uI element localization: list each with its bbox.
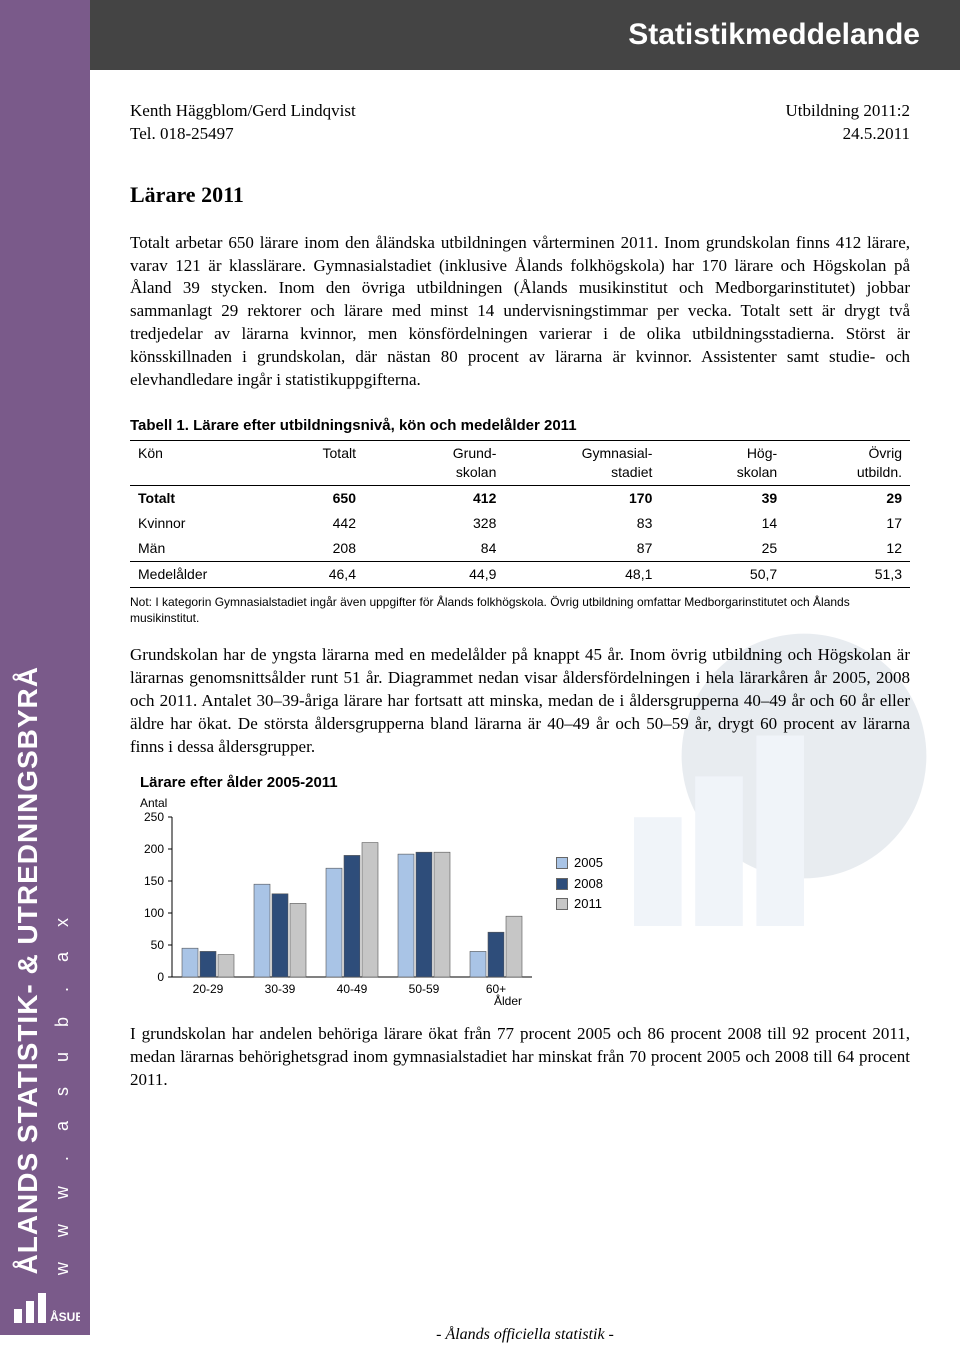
table-cell: Totalt: [130, 486, 255, 511]
chart-svg: 05010015020025020-2930-3940-4950-5960+Ål…: [130, 811, 538, 1007]
table-cell: 17: [785, 511, 910, 536]
table-cell: 170: [504, 486, 660, 511]
chart-ylabel: Antal: [140, 795, 910, 811]
meta-doc-id: Utbildning 2011:2: [785, 100, 910, 123]
table-cell: Män: [130, 536, 255, 561]
svg-text:150: 150: [144, 874, 164, 888]
svg-text:ÅSUB: ÅSUB: [50, 1309, 80, 1324]
legend-swatch: [556, 857, 568, 869]
sidebar-url: w w w . a s u b . a x: [52, 908, 73, 1275]
legend-label: 2008: [574, 875, 603, 893]
legend-item: 2011: [556, 895, 603, 913]
table1-col-0: Kön: [130, 441, 255, 486]
table-row: Totalt6504121703929: [130, 486, 910, 511]
legend-swatch: [556, 878, 568, 890]
table-cell: 50,7: [660, 561, 785, 587]
legend-item: 2008: [556, 875, 603, 893]
table-cell: 48,1: [504, 561, 660, 587]
table-cell: 29: [785, 486, 910, 511]
meta-date: 24.5.2011: [843, 123, 910, 146]
table1-col-5: Övrigutbildn.: [785, 441, 910, 486]
footer: - Ålands officiella statistik -: [90, 1326, 960, 1344]
table1-col-2: Grund-skolan: [364, 441, 504, 486]
content: Kenth Häggblom/Gerd Lindqvist Utbildning…: [130, 100, 910, 1092]
chart-legend: 2005 2008 2011: [556, 851, 603, 916]
meta-phone: Tel. 018-25497: [130, 123, 234, 146]
svg-text:100: 100: [144, 906, 164, 920]
table-row: Kvinnor442328831417: [130, 511, 910, 536]
table-cell: 51,3: [785, 561, 910, 587]
paragraph-1: Totalt arbetar 650 lärare inom den åländ…: [130, 232, 910, 393]
table-row: Medelålder46,444,948,150,751,3: [130, 561, 910, 587]
table-cell: 44,9: [364, 561, 504, 587]
asub-logo: ÅSUB: [10, 1283, 80, 1327]
table-cell: 39: [660, 486, 785, 511]
table-cell: Kvinnor: [130, 511, 255, 536]
header-title: Statistikmeddelande: [628, 18, 920, 52]
svg-text:30-39: 30-39: [265, 982, 296, 996]
table-cell: 84: [364, 536, 504, 561]
table1: KönTotaltGrund-skolanGymnasial-stadietHö…: [130, 440, 910, 587]
paragraph-2: Grundskolan har de yngsta lärarna med en…: [130, 644, 910, 759]
svg-text:40-49: 40-49: [337, 982, 368, 996]
meta-row-1: Kenth Häggblom/Gerd Lindqvist Utbildning…: [130, 100, 910, 123]
paragraph-3: I grundskolan har andelen behöriga lärar…: [130, 1023, 910, 1092]
table1-col-1: Totalt: [255, 441, 364, 486]
table1-col-4: Hög-skolan: [660, 441, 785, 486]
legend-item: 2005: [556, 854, 603, 872]
table1-caption: Tabell 1. Lärare efter utbildningsnivå, …: [130, 416, 910, 436]
svg-text:20-29: 20-29: [193, 982, 224, 996]
table1-note: Not: I kategorin Gymnasialstadiet ingår …: [130, 594, 910, 626]
sidebar: ÅLANDS STATISTIK- & UTREDNINGSBYRÅ w w w…: [0, 0, 90, 1335]
table-cell: 208: [255, 536, 364, 561]
table-cell: 83: [504, 511, 660, 536]
table-cell: 14: [660, 511, 785, 536]
meta-author: Kenth Häggblom/Gerd Lindqvist: [130, 100, 356, 123]
chart-title: Lärare efter ålder 2005-2011: [140, 773, 910, 793]
svg-text:Ålder: Ålder: [494, 993, 522, 1007]
page-title: Lärare 2011: [130, 180, 910, 210]
svg-text:200: 200: [144, 842, 164, 856]
table-row: Män20884872512: [130, 536, 910, 561]
table-cell: 25: [660, 536, 785, 561]
table-cell: 87: [504, 536, 660, 561]
table-cell: 412: [364, 486, 504, 511]
table-cell: 650: [255, 486, 364, 511]
svg-text:250: 250: [144, 811, 164, 824]
meta-row-2: Tel. 018-25497 24.5.2011: [130, 123, 910, 146]
table-cell: 46,4: [255, 561, 364, 587]
table-cell: 12: [785, 536, 910, 561]
table1-col-3: Gymnasial-stadiet: [504, 441, 660, 486]
legend-swatch: [556, 898, 568, 910]
svg-text:50: 50: [151, 938, 165, 952]
svg-text:50-59: 50-59: [409, 982, 440, 996]
table-cell: 328: [364, 511, 504, 536]
legend-label: 2011: [574, 895, 602, 913]
svg-text:0: 0: [157, 970, 164, 984]
chart: Lärare efter ålder 2005-2011 Antal 0 50 10…: [130, 773, 910, 1007]
table-cell: Medelålder: [130, 561, 255, 587]
header-bar: Statistikmeddelande: [90, 0, 960, 70]
table-cell: 442: [255, 511, 364, 536]
legend-label: 2005: [574, 854, 603, 872]
sidebar-org: ÅLANDS STATISTIK- & UTREDNINGSBYRÅ: [12, 666, 44, 1275]
